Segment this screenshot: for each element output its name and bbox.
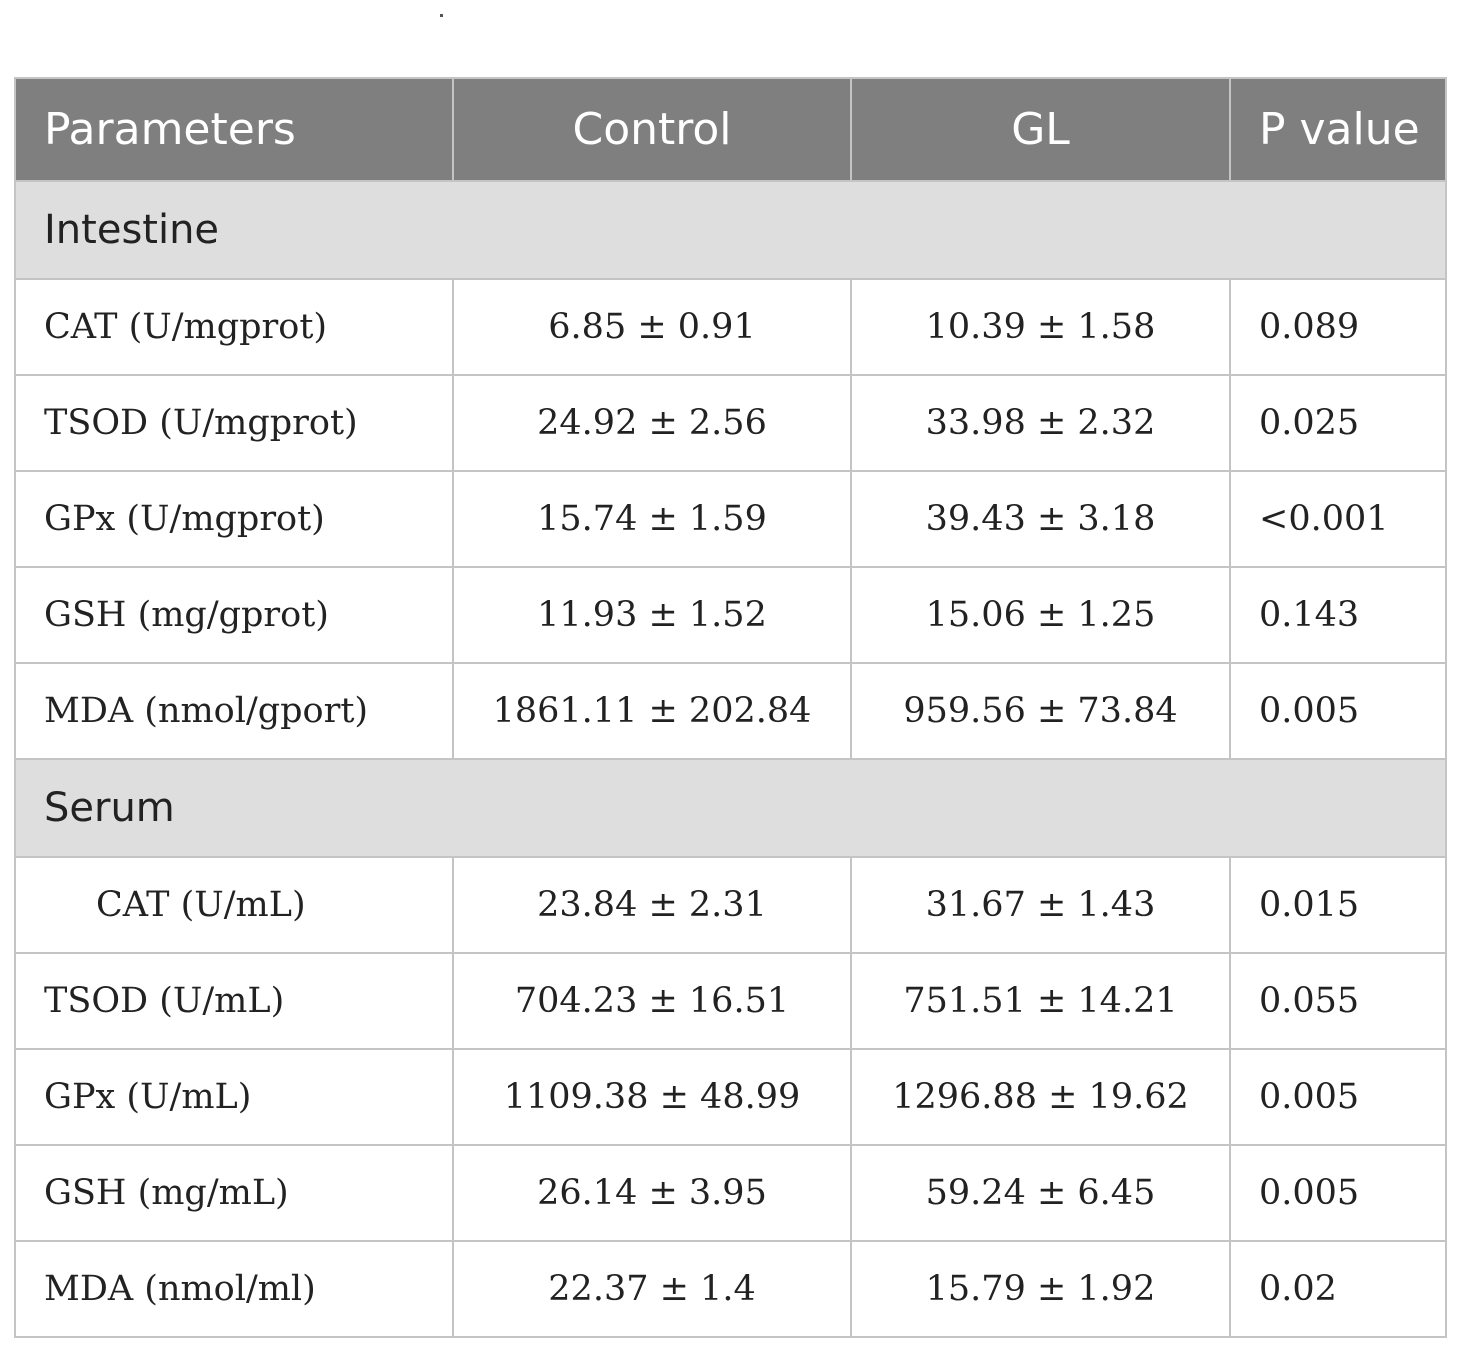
p-value-cell: 0.015 — [1229, 856, 1447, 954]
header-control: Control — [452, 77, 852, 182]
control-cell: 6.85 ± 0.91 — [452, 278, 852, 376]
control-cell: 15.74 ± 1.59 — [452, 470, 852, 568]
section-title: Intestine — [14, 180, 1447, 280]
gl-cell: 959.56 ± 73.84 — [850, 662, 1231, 760]
results-table: Parameters Control GL P value Intestine … — [14, 77, 1447, 1338]
control-cell: 23.84 ± 2.31 — [452, 856, 852, 954]
p-value-cell: 0.025 — [1229, 374, 1447, 472]
p-value-cell: 0.089 — [1229, 278, 1447, 376]
header-gl: GL — [850, 77, 1231, 182]
p-value-cell: 0.055 — [1229, 952, 1447, 1050]
p-value-cell: 0.005 — [1229, 1144, 1447, 1242]
parameter-cell: GPx (U/mL) — [14, 1048, 454, 1146]
parameter-cell: CAT (U/mL) — [14, 856, 454, 954]
parameter-cell: GSH (mg/mL) — [14, 1144, 454, 1242]
gl-cell: 1296.88 ± 19.62 — [850, 1048, 1231, 1146]
p-value-cell: 0.143 — [1229, 566, 1447, 664]
p-value-cell: <0.001 — [1229, 470, 1447, 568]
header-p-value: P value — [1229, 77, 1447, 182]
table-row: TSOD (U/mL) 704.23 ± 16.51 751.51 ± 14.2… — [14, 952, 1447, 1050]
gl-cell: 10.39 ± 1.58 — [850, 278, 1231, 376]
stray-dot — [440, 14, 443, 17]
parameter-cell: CAT (U/mgprot) — [14, 278, 454, 376]
p-value-cell: 0.005 — [1229, 662, 1447, 760]
gl-cell: 15.79 ± 1.92 — [850, 1240, 1231, 1338]
parameter-cell: MDA (nmol/gport) — [14, 662, 454, 760]
gl-cell: 39.43 ± 3.18 — [850, 470, 1231, 568]
parameter-cell: GSH (mg/gprot) — [14, 566, 454, 664]
p-value-cell: 0.005 — [1229, 1048, 1447, 1146]
gl-cell: 31.67 ± 1.43 — [850, 856, 1231, 954]
section-row-intestine: Intestine — [14, 180, 1447, 280]
gl-cell: 33.98 ± 2.32 — [850, 374, 1231, 472]
control-cell: 26.14 ± 3.95 — [452, 1144, 852, 1242]
table-body: Intestine CAT (U/mgprot) 6.85 ± 0.91 10.… — [14, 180, 1447, 1338]
table-row: MDA (nmol/gport) 1861.11 ± 202.84 959.56… — [14, 662, 1447, 760]
parameter-cell: MDA (nmol/ml) — [14, 1240, 454, 1338]
section-title: Serum — [14, 758, 1447, 858]
table-row: CAT (U/mL) 23.84 ± 2.31 31.67 ± 1.43 0.0… — [14, 856, 1447, 954]
control-cell: 1109.38 ± 48.99 — [452, 1048, 852, 1146]
gl-cell: 59.24 ± 6.45 — [850, 1144, 1231, 1242]
table-row: CAT (U/mgprot) 6.85 ± 0.91 10.39 ± 1.58 … — [14, 278, 1447, 376]
header-row: Parameters Control GL P value — [14, 77, 1447, 182]
table-row: GSH (mg/gprot) 11.93 ± 1.52 15.06 ± 1.25… — [14, 566, 1447, 664]
section-row-serum: Serum — [14, 758, 1447, 858]
gl-cell: 751.51 ± 14.21 — [850, 952, 1231, 1050]
parameter-cell: TSOD (U/mL) — [14, 952, 454, 1050]
header-parameters: Parameters — [14, 77, 454, 182]
table-row: TSOD (U/mgprot) 24.92 ± 2.56 33.98 ± 2.3… — [14, 374, 1447, 472]
control-cell: 1861.11 ± 202.84 — [452, 662, 852, 760]
table-row: GSH (mg/mL) 26.14 ± 3.95 59.24 ± 6.45 0.… — [14, 1144, 1447, 1242]
parameter-cell: TSOD (U/mgprot) — [14, 374, 454, 472]
table-header: Parameters Control GL P value — [14, 77, 1447, 182]
control-cell: 11.93 ± 1.52 — [452, 566, 852, 664]
control-cell: 24.92 ± 2.56 — [452, 374, 852, 472]
table-row: MDA (nmol/ml) 22.37 ± 1.4 15.79 ± 1.92 0… — [14, 1240, 1447, 1338]
control-cell: 704.23 ± 16.51 — [452, 952, 852, 1050]
gl-cell: 15.06 ± 1.25 — [850, 566, 1231, 664]
table-row: GPx (U/mgprot) 15.74 ± 1.59 39.43 ± 3.18… — [14, 470, 1447, 568]
control-cell: 22.37 ± 1.4 — [452, 1240, 852, 1338]
parameter-cell: GPx (U/mgprot) — [14, 470, 454, 568]
p-value-cell: 0.02 — [1229, 1240, 1447, 1338]
table-row: GPx (U/mL) 1109.38 ± 48.99 1296.88 ± 19.… — [14, 1048, 1447, 1146]
